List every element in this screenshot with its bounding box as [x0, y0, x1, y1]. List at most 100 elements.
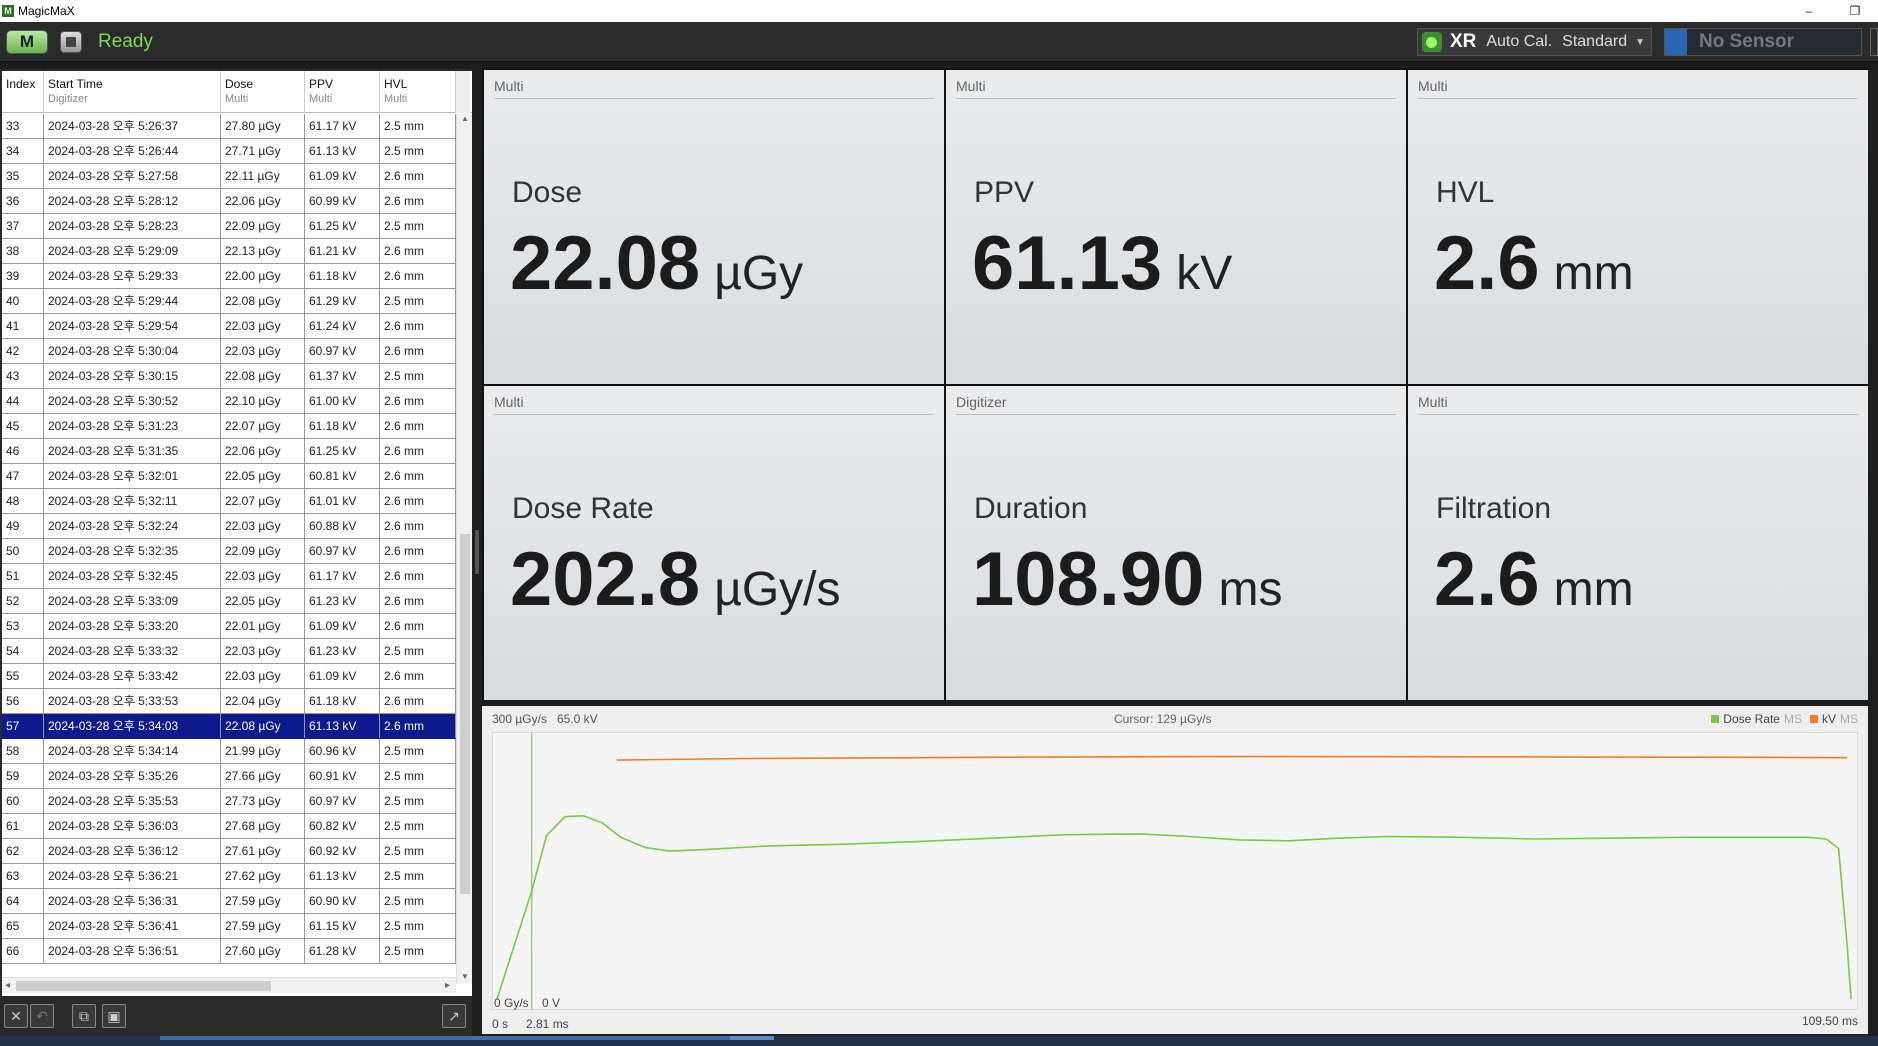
- cell-hvl: 2.5 mm: [380, 364, 456, 388]
- cell-index: 47: [2, 464, 44, 488]
- tile-ppv[interactable]: Multi PPV 61.13 kV: [946, 70, 1406, 384]
- cell-hvl: 2.6 mm: [380, 664, 456, 688]
- cell-dose: 27.61 µGy: [221, 839, 305, 863]
- close-icon: ✕: [10, 1007, 22, 1024]
- cell-index: 33: [2, 114, 44, 138]
- tile-duration[interactable]: Digitizer Duration 108.90 ms: [946, 386, 1406, 700]
- table-row[interactable]: 34 2024-03-28 오후 5:26:44 27.71 µGy 61.13 kV…: [2, 139, 456, 164]
- table-row[interactable]: 41 2024-03-28 오후 5:29:54 22.03 µGy 61.24 kV…: [2, 314, 456, 339]
- cell-start-time: 2024-03-28 오후 5:34:14: [44, 739, 221, 763]
- table-row[interactable]: 55 2024-03-28 오후 5:33:42 22.03 µGy 61.09 kV…: [2, 664, 456, 689]
- scrollbar-thumb[interactable]: [460, 534, 470, 894]
- cell-ppv: 61.18 kV: [305, 264, 380, 288]
- tile-value: 202.8: [510, 537, 701, 622]
- table-row[interactable]: 57 2024-03-28 오후 5:34:03 22.08 µGy 61.13 kV…: [2, 714, 456, 739]
- calibration-selector[interactable]: XR Auto Cal. Standard ▼: [1416, 28, 1652, 56]
- cell-index: 58: [2, 739, 44, 763]
- table-row[interactable]: 64 2024-03-28 오후 5:36:31 27.59 µGy 60.90 kV…: [2, 889, 456, 914]
- table-row[interactable]: 59 2024-03-28 오후 5:35:26 27.66 µGy 60.91 kV…: [2, 764, 456, 789]
- table-row[interactable]: 39 2024-03-28 오후 5:29:33 22.00 µGy 61.18 kV…: [2, 264, 456, 289]
- table-row[interactable]: 60 2024-03-28 오후 5:35:53 27.73 µGy 60.97 kV…: [2, 789, 456, 814]
- scroll-right-icon[interactable]: ▸: [444, 980, 450, 991]
- cell-start-time: 2024-03-28 오후 5:36:21: [44, 864, 221, 888]
- minimize-button[interactable]: –: [1805, 4, 1813, 18]
- stop-button[interactable]: [60, 30, 82, 53]
- cell-hvl: 2.6 mm: [380, 389, 456, 413]
- cell-hvl: 2.6 mm: [380, 489, 456, 513]
- plot-area[interactable]: [492, 732, 1858, 1010]
- table-row[interactable]: 58 2024-03-28 오후 5:34:14 21.99 µGy 60.96 kV…: [2, 739, 456, 764]
- table-row[interactable]: 56 2024-03-28 오후 5:33:53 22.04 µGy 61.18 kV…: [2, 689, 456, 714]
- table-row[interactable]: 63 2024-03-28 오후 5:36:21 27.62 µGy 61.13 kV…: [2, 864, 456, 889]
- tile-dose[interactable]: Multi Dose 22.08 µGy: [484, 70, 944, 384]
- table-row[interactable]: 54 2024-03-28 오후 5:33:32 22.03 µGy 61.23 kV…: [2, 639, 456, 664]
- table-row[interactable]: 50 2024-03-28 오후 5:32:35 22.09 µGy 60.97 kV…: [2, 539, 456, 564]
- cell-ppv: 61.23 kV: [305, 589, 380, 613]
- table-row[interactable]: 61 2024-03-28 오후 5:36:03 27.68 µGy 60.82 kV…: [2, 814, 456, 839]
- cell-dose: 22.07 µGy: [221, 489, 305, 513]
- cell-dose: 27.71 µGy: [221, 139, 305, 163]
- cell-index: 46: [2, 439, 44, 463]
- toolbar-extra[interactable]: [1870, 28, 1878, 56]
- copy-button[interactable]: ⧉: [72, 1004, 96, 1028]
- tile-unit: mm: [1553, 247, 1634, 300]
- table-row[interactable]: 48 2024-03-28 오후 5:32:11 22.07 µGy 61.01 kV…: [2, 489, 456, 514]
- table-row[interactable]: 49 2024-03-28 오후 5:32:24 22.03 µGy 60.88 kV…: [2, 514, 456, 539]
- save-button[interactable]: ▣: [102, 1004, 126, 1028]
- tile-dose-rate[interactable]: Multi Dose Rate 202.8 µGy/s: [484, 386, 944, 700]
- table-row[interactable]: 62 2024-03-28 오후 5:36:12 27.61 µGy 60.92 kV…: [2, 839, 456, 864]
- cell-start-time: 2024-03-28 오후 5:34:03: [44, 714, 221, 738]
- column-header-start-time[interactable]: Start Time Digitizer: [44, 71, 221, 113]
- table-row[interactable]: 52 2024-03-28 오후 5:33:09 22.05 µGy 61.23 kV…: [2, 589, 456, 614]
- hscrollbar-thumb[interactable]: [16, 981, 271, 991]
- scroll-left-icon[interactable]: ◂: [5, 980, 11, 991]
- table-row[interactable]: 38 2024-03-28 오후 5:29:09 22.13 µGy 61.21 kV…: [2, 239, 456, 264]
- tile-filtration[interactable]: Multi Filtration 2.6 mm: [1408, 386, 1868, 700]
- legend-kv-label[interactable]: kV: [1821, 712, 1836, 726]
- table-row[interactable]: 46 2024-03-28 오후 5:31:35 22.06 µGy 61.25 kV…: [2, 439, 456, 464]
- column-header-extra[interactable]: [456, 71, 470, 113]
- panel-splitter[interactable]: [475, 530, 479, 574]
- table-row[interactable]: 65 2024-03-28 오후 5:36:41 27.59 µGy 61.15 kV…: [2, 914, 456, 939]
- column-header-dose[interactable]: Dose Multi: [221, 71, 305, 113]
- table-row[interactable]: 35 2024-03-28 오후 5:27:58 22.11 µGy 61.09 kV…: [2, 164, 456, 189]
- cell-dose: 27.73 µGy: [221, 789, 305, 813]
- restore-button[interactable]: ❐: [1849, 4, 1861, 18]
- table-row[interactable]: 53 2024-03-28 오후 5:33:20 22.01 µGy 61.09 kV…: [2, 614, 456, 639]
- delete-button[interactable]: ✕: [4, 1004, 28, 1028]
- cell-ppv: 61.13 kV: [305, 139, 380, 163]
- scroll-down-icon[interactable]: ▼: [461, 972, 469, 981]
- sensor-status-box[interactable]: No Sensor: [1664, 28, 1862, 56]
- tile-hvl[interactable]: Multi HVL 2.6 mm: [1408, 70, 1868, 384]
- table-row[interactable]: 43 2024-03-28 오후 5:30:15 22.08 µGy 61.37 kV…: [2, 364, 456, 389]
- cell-start-time: 2024-03-28 오후 5:32:01: [44, 464, 221, 488]
- waveform-svg[interactable]: [493, 733, 1857, 1009]
- column-header-index[interactable]: Index: [2, 71, 44, 113]
- table-row[interactable]: 66 2024-03-28 오후 5:36:51 27.60 µGy 61.28 kV…: [2, 939, 456, 964]
- table-row[interactable]: 40 2024-03-28 오후 5:29:44 22.08 µGy 61.29 kV…: [2, 289, 456, 314]
- column-header-hvl[interactable]: HVL Multi: [380, 71, 456, 113]
- column-header-ppv[interactable]: PPV Multi: [305, 71, 380, 113]
- table-row[interactable]: 33 2024-03-28 오후 5:26:37 27.80 µGy 61.17 kV…: [2, 114, 456, 139]
- table-row[interactable]: 36 2024-03-28 오후 5:28:12 22.06 µGy 60.99 kV…: [2, 189, 456, 214]
- legend-dose-rate-label[interactable]: Dose Rate: [1723, 712, 1780, 726]
- cell-ppv: 61.25 kV: [305, 214, 380, 238]
- tile-unit: mm: [1553, 563, 1634, 616]
- cell-index: 66: [2, 939, 44, 963]
- table-row[interactable]: 37 2024-03-28 오후 5:28:23 22.09 µGy 61.25 kV…: [2, 214, 456, 239]
- table-row[interactable]: 44 2024-03-28 오후 5:30:52 22.10 µGy 61.00 kV…: [2, 389, 456, 414]
- undo-button[interactable]: ↶: [30, 1004, 54, 1028]
- table-row[interactable]: 51 2024-03-28 오후 5:32:45 22.03 µGy 61.17 kV…: [2, 564, 456, 589]
- popout-button[interactable]: ↗: [442, 1004, 466, 1028]
- cell-index: 51: [2, 564, 44, 588]
- table-row[interactable]: 45 2024-03-28 오후 5:31:23 22.07 µGy 61.18 kV…: [2, 414, 456, 439]
- vertical-scrollbar[interactable]: ▲ ▼: [456, 114, 472, 984]
- mode-button[interactable]: M: [6, 29, 48, 54]
- table-row[interactable]: 42 2024-03-28 오후 5:30:04 22.03 µGy 60.97 kV…: [2, 339, 456, 364]
- cell-start-time: 2024-03-28 오후 5:33:42: [44, 664, 221, 688]
- table-row[interactable]: 47 2024-03-28 오후 5:32:01 22.05 µGy 60.81 kV…: [2, 464, 456, 489]
- scroll-up-icon[interactable]: ▲: [461, 114, 469, 123]
- horizontal-scrollbar[interactable]: ◂ ▸: [2, 977, 456, 993]
- cell-hvl: 2.6 mm: [380, 714, 456, 738]
- cell-start-time: 2024-03-28 오후 5:36:51: [44, 939, 221, 963]
